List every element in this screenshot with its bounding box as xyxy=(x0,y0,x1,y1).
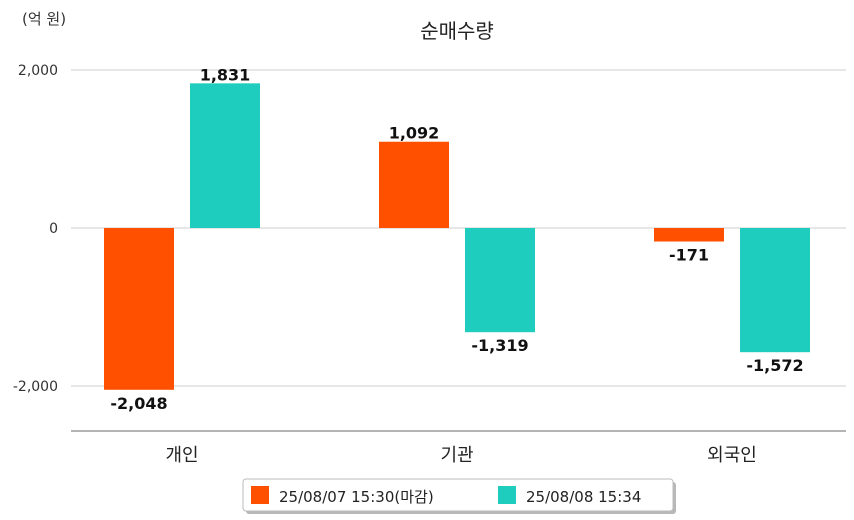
value-labels: -2,048 1,092 -171 1,831 -1,319 -1,572 xyxy=(110,65,803,412)
legend-swatch-series-2 xyxy=(498,486,516,504)
value-label: 1,092 xyxy=(389,124,440,143)
legend-box xyxy=(242,478,674,512)
value-label: -2,048 xyxy=(110,394,167,413)
y-axis-ticks: 2,000 0 -2,000 xyxy=(13,63,58,395)
legend-label-series-2: 25/08/08 15:34 xyxy=(526,488,641,506)
bars xyxy=(104,83,810,390)
x-tick-label: 외국인 xyxy=(707,445,757,466)
y-tick-label: -2,000 xyxy=(13,379,58,395)
bar-series-2-0 xyxy=(190,83,260,228)
value-label: -1,319 xyxy=(471,336,528,355)
x-tick-label: 개인 xyxy=(165,445,198,466)
value-label: 1,831 xyxy=(200,65,251,84)
bar-series-2-1 xyxy=(465,228,535,333)
legend-swatch-series-1 xyxy=(251,486,269,504)
value-label: -171 xyxy=(669,246,709,265)
x-tick-label: 기관 xyxy=(440,445,473,466)
bar-series-1-0 xyxy=(104,228,174,390)
y-tick-label: 2,000 xyxy=(18,63,58,79)
bar-series-1-2 xyxy=(654,228,724,242)
legend-label-series-1: 25/08/07 15:30(마감) xyxy=(279,488,434,506)
value-label: -1,572 xyxy=(746,356,803,375)
grid-lines xyxy=(71,69,846,387)
y-tick-label: 0 xyxy=(49,221,58,237)
legend: 25/08/07 15:30(마감) 25/08/08 15:34 xyxy=(242,478,676,514)
x-axis-categories: 개인 기관 외국인 xyxy=(165,445,756,466)
unit-label: (억 원) xyxy=(22,10,66,28)
bar-series-1-1 xyxy=(379,141,449,228)
chart-title: 순매수량 xyxy=(420,19,494,43)
bar-series-2-2 xyxy=(740,228,810,353)
